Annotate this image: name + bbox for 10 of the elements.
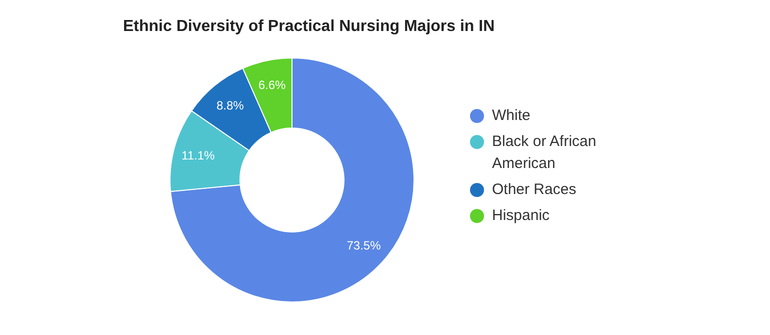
- legend-label: Black or African American: [492, 132, 598, 174]
- legend-label: Hispanic: [492, 206, 550, 226]
- legend-label: Other Races: [492, 180, 576, 200]
- donut-slice: [170, 58, 414, 302]
- data-label: 8.8%: [216, 98, 244, 112]
- chart-title: Ethnic Diversity of Practical Nursing Majors in IN: [123, 18, 495, 36]
- data-label: 6.6%: [258, 78, 286, 92]
- data-label: 73.5%: [346, 238, 382, 252]
- legend-label: White: [492, 106, 530, 126]
- data-label: 11.1%: [182, 148, 216, 163]
